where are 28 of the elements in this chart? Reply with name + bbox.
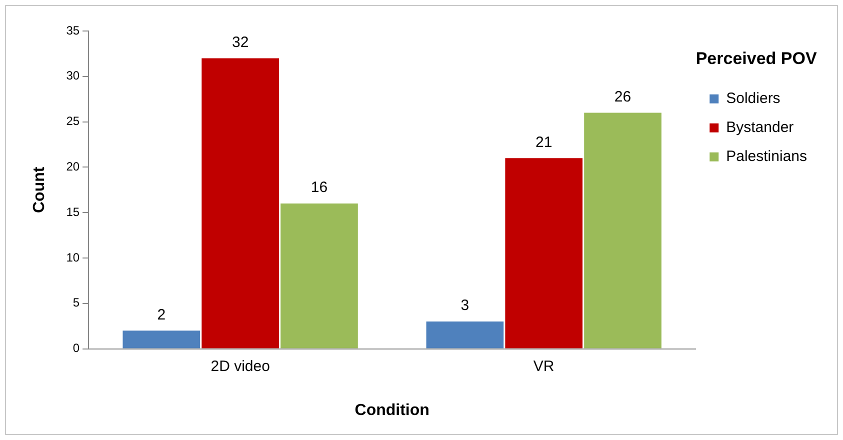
data-label: 26 [614, 88, 632, 106]
bar [202, 58, 279, 348]
data-label: 3 [460, 297, 470, 314]
data-label: 2 [157, 306, 166, 324]
data-label: 32 [232, 34, 249, 51]
x-tick-label: VR [533, 358, 554, 375]
data-label: 16 [310, 179, 328, 196]
y-tick-label: 5 [72, 296, 80, 310]
y-tick-label: 15 [66, 204, 80, 219]
legend-label: Soldiers [726, 90, 780, 108]
bar [426, 322, 504, 348]
data-label: 21 [536, 134, 552, 151]
y-tick-label: 10 [66, 250, 80, 264]
y-tick-label: 20 [66, 160, 80, 174]
y-axis-title: Count [31, 166, 48, 213]
bar [122, 330, 200, 348]
x-axis-title: Condition [354, 402, 430, 419]
y-tick-label: 0 [72, 341, 80, 356]
x-tick-label: 2D video [210, 358, 270, 375]
legend-label: Bystander [726, 119, 794, 136]
y-tick-label: 35 [66, 23, 80, 38]
y-tick-label: 30 [66, 68, 80, 83]
y-tick-label: 25 [66, 114, 80, 128]
bar [584, 112, 662, 348]
legend-title: Perceived POV [696, 49, 818, 68]
legend-label: Palestinians [726, 148, 808, 166]
bar [280, 204, 358, 348]
bar [505, 158, 583, 348]
